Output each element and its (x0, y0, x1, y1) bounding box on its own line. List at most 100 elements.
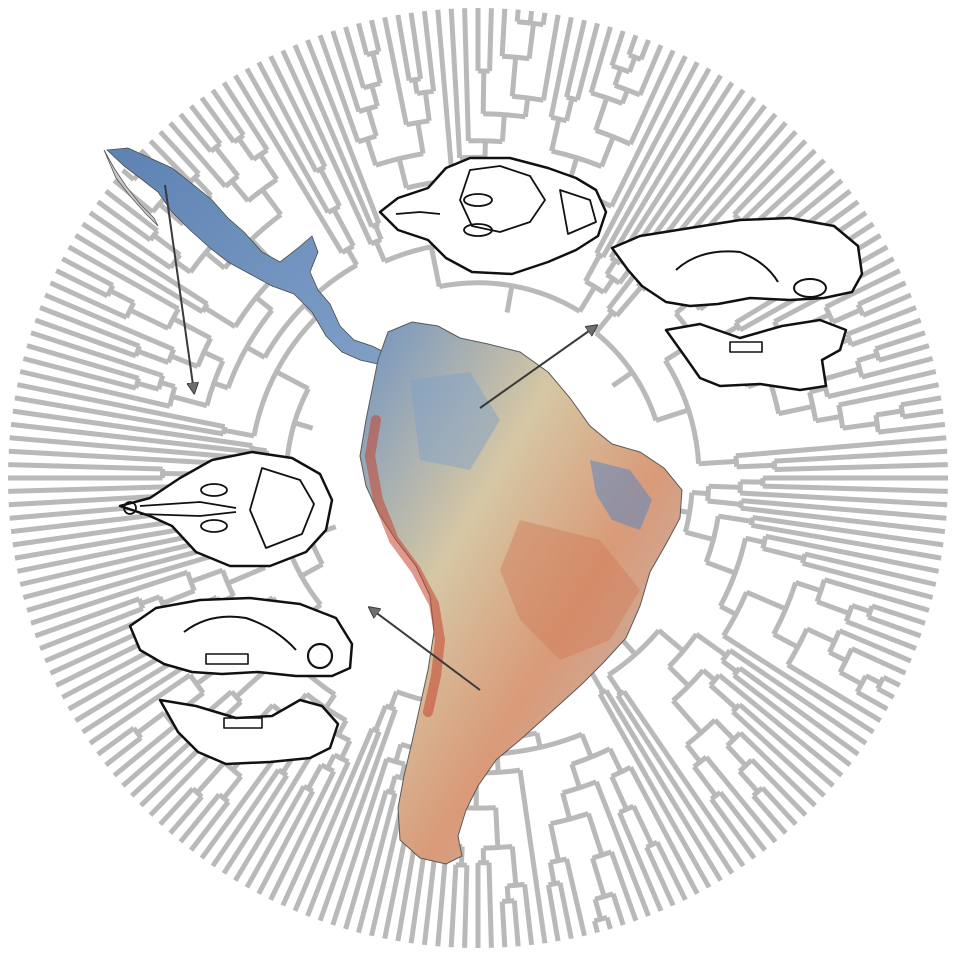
tree-branch (627, 56, 638, 73)
tree-branch (638, 39, 651, 61)
tree-branch (564, 19, 587, 98)
tree-branch (254, 295, 274, 313)
tree-branch (81, 221, 209, 307)
tree-branch (509, 846, 519, 886)
tree-branch (356, 22, 370, 56)
tree-branch (707, 498, 742, 507)
tree-branch (422, 91, 432, 122)
tree-branch (612, 67, 624, 87)
tree-branch (393, 743, 404, 763)
tree-branch (499, 114, 507, 142)
tree-branch (739, 490, 948, 508)
tree-branch (774, 462, 948, 472)
tree-branch (317, 34, 361, 143)
tree-branch (867, 614, 922, 639)
tree-branch (569, 763, 582, 789)
tree-branch (140, 594, 161, 607)
tree-branch (626, 34, 639, 56)
tree-branch (586, 812, 605, 856)
tree-branch (701, 668, 717, 683)
tree-branch (343, 26, 366, 89)
tree-branch (30, 330, 164, 378)
tree-branch (509, 56, 519, 97)
tree-branch (609, 851, 639, 922)
tree-branch (305, 730, 382, 917)
tree-branch (786, 662, 882, 723)
tree-branch (44, 292, 175, 352)
tree-branch (850, 646, 907, 676)
tree-branch (619, 89, 630, 105)
tree-branch (22, 356, 137, 391)
tree-branch (305, 39, 382, 225)
tree-branch (339, 739, 353, 760)
tree-branch (229, 179, 251, 203)
tree-branch (740, 505, 946, 535)
tree-branch (705, 559, 736, 576)
tree-branch (871, 603, 926, 626)
tree-branch (210, 88, 246, 137)
tree-branch (246, 177, 279, 203)
tree-branch (88, 210, 173, 270)
tree-branch (808, 385, 827, 395)
tree-branch (614, 284, 644, 318)
tree-branch (412, 79, 420, 94)
tree-branch (606, 673, 623, 695)
tree-branch (486, 862, 494, 948)
tree-branch (628, 49, 676, 146)
tree-branch (30, 569, 189, 626)
tree-branch (16, 382, 226, 430)
tree-branch (850, 317, 922, 348)
tree-branch (862, 292, 912, 318)
tree-branch (292, 727, 375, 912)
tree-branch (306, 763, 324, 790)
tree-branch (226, 565, 266, 586)
tree-branch (732, 666, 742, 677)
tree-branch (388, 690, 399, 709)
tree-branch (583, 253, 602, 283)
tree-branch (185, 571, 197, 592)
tree-branch (828, 650, 848, 663)
tree-branch (822, 366, 861, 382)
tree-branch (408, 76, 421, 84)
tree-branch (815, 414, 842, 424)
tree-branch (560, 792, 573, 820)
tree-branch (382, 16, 409, 126)
tree-branch (876, 686, 895, 700)
tree-branch (493, 807, 501, 848)
tree-branch (856, 352, 878, 364)
tree-branch (221, 81, 270, 152)
tree-branch (204, 359, 226, 407)
tree-branch (157, 201, 185, 227)
tree-branch (732, 673, 852, 767)
tree-branch (178, 792, 222, 844)
arrow-icon (164, 184, 194, 392)
tree-branch (601, 277, 616, 294)
tree-branch (220, 426, 228, 435)
tree-branch (300, 562, 324, 579)
tree-branch (591, 849, 613, 861)
skull-ventral-icon (118, 450, 334, 568)
tree-branch (109, 288, 135, 305)
tree-branch (590, 857, 607, 898)
tree-branch (752, 515, 944, 548)
tree-branch (511, 900, 521, 947)
central-america-map-icon (103, 147, 385, 365)
tree-branch (597, 692, 712, 889)
tree-branch (9, 435, 237, 460)
tree-branch (540, 14, 561, 101)
tree-branch (851, 603, 871, 614)
tree-branch (624, 81, 735, 248)
tree-branch (159, 380, 176, 390)
tree-branch (204, 250, 227, 271)
tree-branch (731, 709, 826, 798)
tree-branch (855, 689, 889, 712)
tree-branch (189, 567, 224, 584)
tree-branch (846, 305, 917, 337)
tree-branch (801, 560, 934, 600)
tree-branch (611, 63, 631, 75)
tree-branch (136, 380, 160, 392)
tree-branch (657, 628, 685, 653)
tree-branch (720, 658, 739, 674)
tree-branch (593, 96, 610, 132)
tree-branch (592, 898, 604, 920)
